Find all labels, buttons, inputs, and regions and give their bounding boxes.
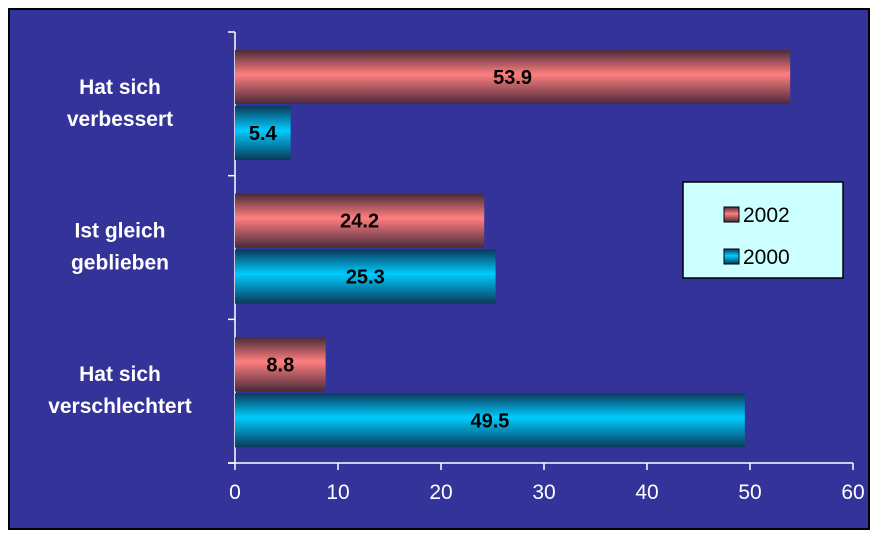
data-labels: 53.9 5.4 24.2 25.3 8.8 49.5	[249, 67, 532, 432]
bar-2002-2	[235, 193, 485, 248]
x-tick-label: 30	[532, 481, 555, 504]
data-label-2000-1: 5.4	[249, 123, 278, 145]
data-label-2000-2: 25.3	[346, 267, 385, 289]
legend-label-2000: 2000	[743, 246, 790, 269]
bar-chart: 53.9 5.4 24.2 25.3 8.8 49.5 Hat sich verbesser…	[48, 31, 865, 504]
category-labels: Hat sich verbessert Ist gleich geblieben Hat…	[48, 76, 192, 418]
data-label-2002-3: 8.8	[266, 354, 294, 376]
bar-2000-3	[235, 393, 745, 448]
x-tick-label: 10	[326, 481, 349, 504]
x-tick-label: 60	[841, 481, 864, 504]
legend: 2002 2000	[682, 181, 844, 279]
category-label-3: Hat sich verschlechtert	[48, 363, 192, 418]
x-tick-label: 50	[738, 481, 761, 504]
x-tick-labels: 0 10 20 30 40 50 60	[229, 481, 865, 504]
category-label-2: Ist gleich geblieben	[71, 220, 169, 275]
bars	[235, 50, 791, 448]
bar-2002-3	[235, 337, 326, 392]
legend-swatch-2002	[723, 206, 740, 223]
x-tick-label: 20	[429, 481, 452, 504]
chart-frame: 53.9 5.4 24.2 25.3 8.8 49.5 Hat sich verbesser…	[8, 8, 870, 530]
legend-label-2002: 2002	[743, 204, 790, 227]
bar-2000-2	[235, 249, 496, 304]
data-label-2000-3: 49.5	[470, 410, 509, 432]
x-tick-label: 0	[229, 481, 241, 504]
bar-2000-1	[235, 106, 291, 160]
data-label-2002-2: 24.2	[340, 211, 379, 233]
legend-box	[682, 181, 844, 279]
legend-swatch-2000	[723, 248, 740, 265]
x-tick-label: 40	[635, 481, 658, 504]
category-label-1: Hat sich verbessert	[67, 76, 173, 131]
bar-2002-1	[235, 50, 791, 104]
data-label-2002-1: 53.9	[493, 67, 532, 89]
